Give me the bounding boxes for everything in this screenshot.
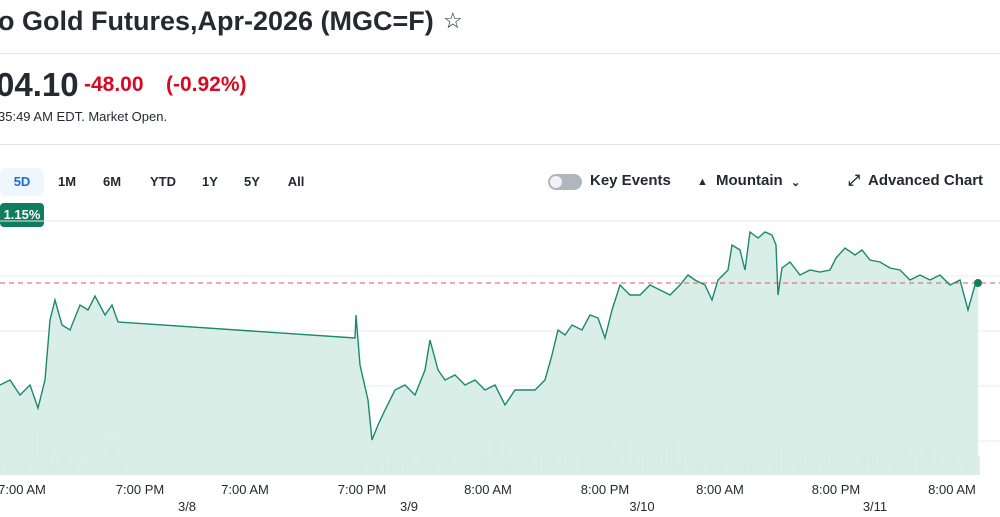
x-tick-time: 8:00 AM xyxy=(696,482,744,497)
x-tick-date: 3/9 xyxy=(399,499,419,514)
x-tick-time: 7:00 AM xyxy=(0,482,46,497)
price-change: -48.00 xyxy=(84,73,144,96)
market-status: 35:49 AM EDT. Market Open. xyxy=(0,109,168,124)
range-all[interactable]: All xyxy=(287,174,305,189)
range-change-badge: 1.15% xyxy=(0,203,44,227)
key-events-label[interactable]: Key Events xyxy=(590,172,671,189)
x-tick-time: 8:00 AM xyxy=(464,482,512,497)
key-events-toggle[interactable] xyxy=(548,174,582,190)
price-chart[interactable] xyxy=(0,215,1000,475)
range-5d[interactable]: 5D xyxy=(0,168,44,196)
advanced-chart-button[interactable]: Advanced Chart xyxy=(868,172,984,189)
x-tick-time: 7:00 AM xyxy=(221,482,269,497)
chevron-down-icon[interactable]: ⌄ xyxy=(791,177,801,189)
page-title: o Gold Futures,Apr-2026 (MGC=F) xyxy=(0,6,434,36)
x-tick-time: 7:00 PM xyxy=(337,482,387,497)
x-tick-date: 3/8 xyxy=(177,499,197,514)
current-price: 04.10 xyxy=(0,66,79,103)
expand-icon: ⤢ xyxy=(848,172,861,189)
chart-type-select[interactable]: Mountain xyxy=(716,172,783,189)
range-ytd[interactable]: YTD xyxy=(150,174,176,189)
range-6m[interactable]: 6M xyxy=(102,174,122,189)
divider xyxy=(0,144,1000,145)
last-price-dot xyxy=(974,279,982,287)
volume-bar xyxy=(978,456,980,475)
x-tick-date: 3/11 xyxy=(862,499,888,514)
x-tick-time: 8:00 PM xyxy=(580,482,630,497)
star-icon[interactable]: ☆ xyxy=(443,8,463,33)
mountain-icon: ▲ xyxy=(697,176,708,188)
area-fill xyxy=(0,232,978,475)
price-change-percent: (-0.92%) xyxy=(166,73,247,96)
divider xyxy=(0,53,1000,54)
range-1m[interactable]: 1M xyxy=(57,174,77,189)
price-line xyxy=(0,230,979,441)
range-5y[interactable]: 5Y xyxy=(244,174,260,189)
x-tick-time: 8:00 PM xyxy=(811,482,861,497)
range-1y[interactable]: 1Y xyxy=(202,174,218,189)
x-tick-time: 7:00 PM xyxy=(115,482,165,497)
x-tick-date: 3/10 xyxy=(629,499,655,514)
x-tick-time: 8:00 AM xyxy=(928,482,976,497)
